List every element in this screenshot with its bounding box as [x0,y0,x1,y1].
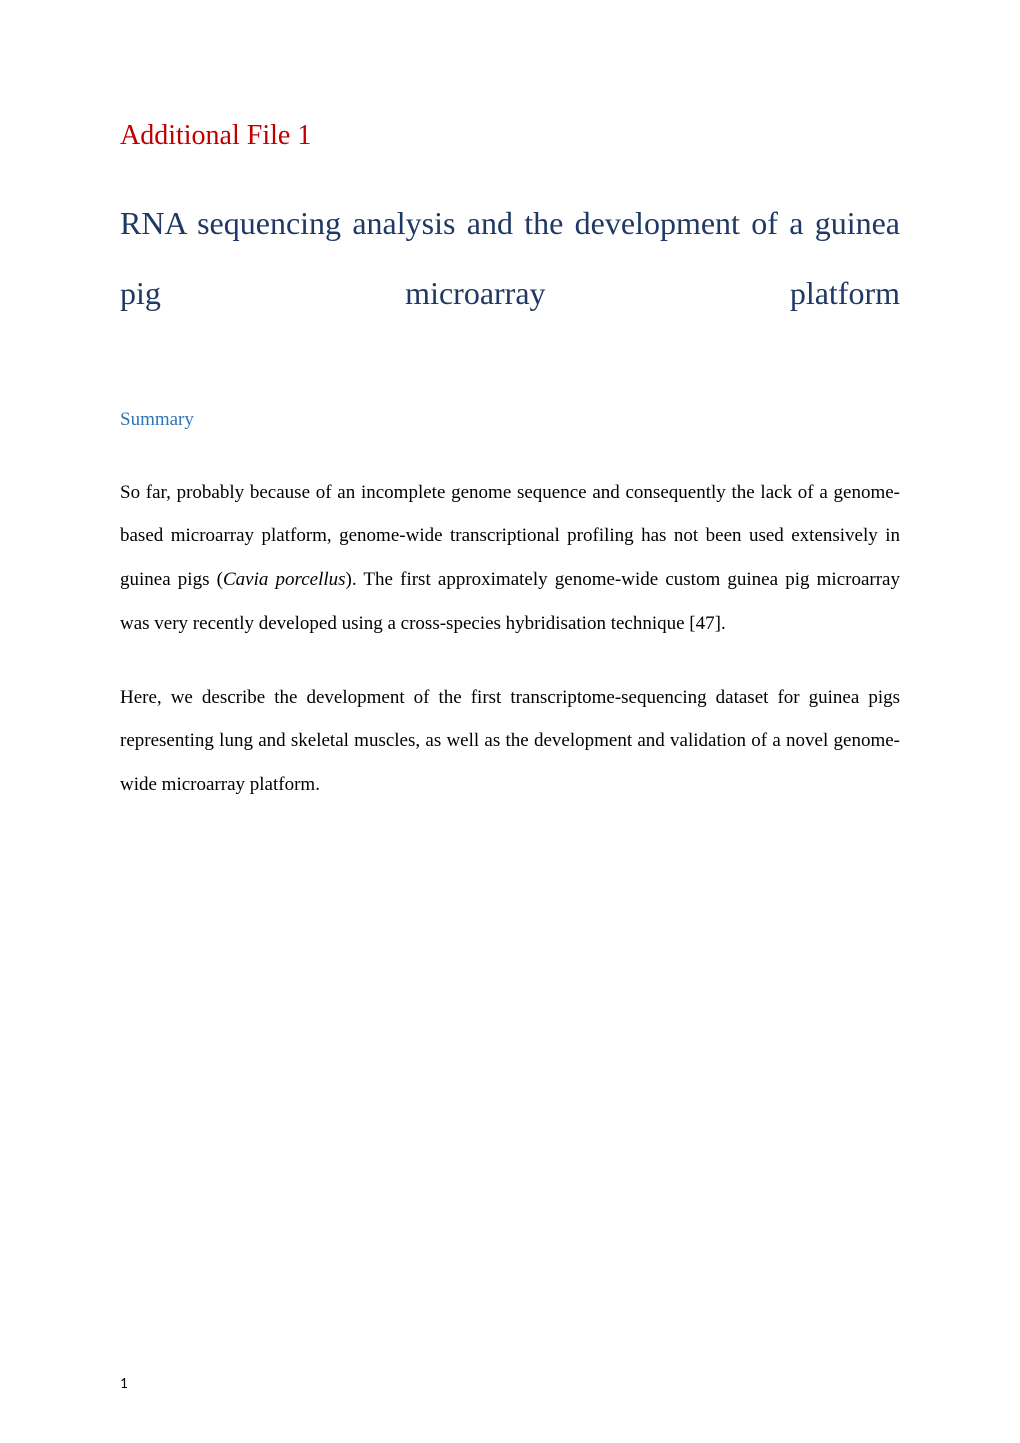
paragraph-2: Here, we describe the development of the… [120,676,900,807]
title-line-1: RNA sequencing analysis and the developm… [120,188,900,258]
species-name-italic: Cavia porcellus [223,569,346,590]
document-page: Additional File 1 RNA sequencing analysi… [0,0,1020,1443]
document-title: RNA sequencing analysis and the developm… [120,188,900,329]
heading-additional-file: Additional File 1 [120,120,900,152]
page-number: 1 [120,1375,128,1393]
summary-heading: Summary [120,409,900,431]
title-line-2: pig microarray platform [120,258,900,328]
paragraph-1: So far, probably because of an incomplet… [120,471,900,646]
